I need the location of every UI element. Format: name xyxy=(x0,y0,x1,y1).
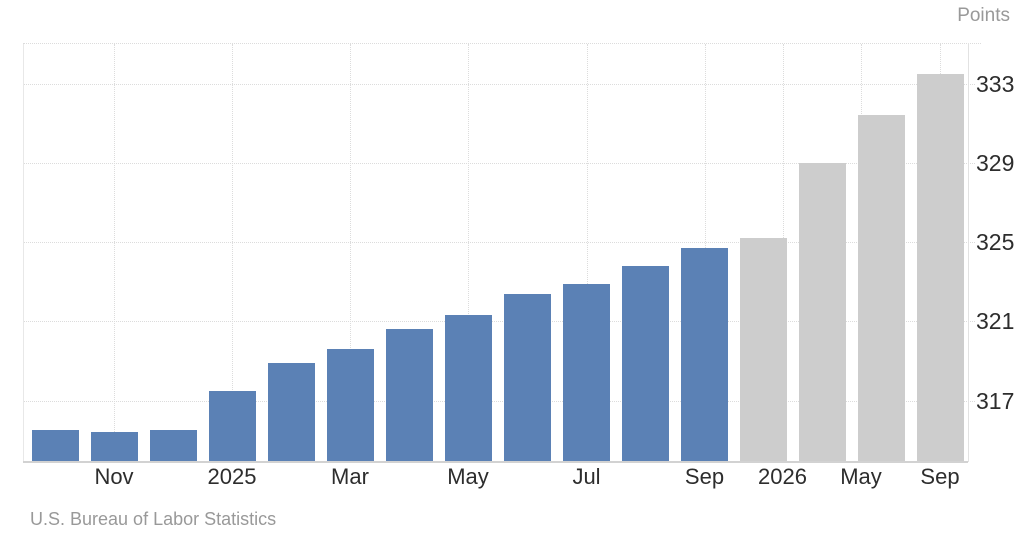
plot-border-right xyxy=(968,43,969,462)
x-tick-label-1-2025: 2025 xyxy=(207,464,257,489)
bar-dec-2024[interactable] xyxy=(149,430,197,461)
y-tick-label-321: 321 xyxy=(976,308,1015,335)
bar-feb-2025[interactable] xyxy=(267,362,315,461)
bar-nov-2024[interactable] xyxy=(90,432,138,461)
plot-border-left xyxy=(23,44,24,462)
x-tick-label-3-may: May xyxy=(447,464,489,489)
v-gridline-4 xyxy=(586,44,588,462)
y-axis-title: Points xyxy=(957,5,1010,26)
x-tick-label-8-sep: Sep xyxy=(920,464,960,489)
bar-sep-2025[interactable] xyxy=(681,248,729,461)
v-gridline-1 xyxy=(232,44,233,462)
x-tick-label-7-may: May xyxy=(840,464,882,489)
x-tick-label-6-2026: 2026 xyxy=(758,464,807,489)
bar-jun-2026[interactable] xyxy=(858,115,906,461)
v-gridline-2 xyxy=(350,44,351,462)
bar-aug-2025[interactable] xyxy=(622,265,670,461)
h-gridline-329 xyxy=(23,162,975,164)
plot-border-top xyxy=(23,43,981,44)
source-attribution: U.S. Bureau of Labor Statistics xyxy=(30,509,277,529)
bar-apr-2025[interactable] xyxy=(386,329,433,461)
bar-oct-2024[interactable] xyxy=(31,430,79,461)
x-tick-label-2-mar: Mar xyxy=(331,464,369,489)
y-tick-label-333: 333 xyxy=(976,70,1015,97)
bar-dec-2025[interactable] xyxy=(740,238,788,461)
v-gridline-0 xyxy=(114,44,115,462)
x-tick-label-0-nov: Nov xyxy=(94,464,134,489)
bar-jan-2025[interactable] xyxy=(208,390,256,461)
bar-sep-2026[interactable] xyxy=(917,73,965,461)
bar-jul-2025[interactable] xyxy=(563,283,611,461)
x-axis-line xyxy=(23,461,968,463)
v-gridline-3 xyxy=(468,44,469,462)
h-gridline-317 xyxy=(23,400,975,402)
h-gridline-325 xyxy=(23,242,975,244)
y-tick-label-317: 317 xyxy=(976,387,1015,414)
h-gridline-333 xyxy=(23,83,975,85)
bar-mar-2026[interactable] xyxy=(799,162,847,461)
y-tick-label-325: 325 xyxy=(976,229,1015,256)
bar-mar-2025[interactable] xyxy=(326,349,374,461)
h-gridline-321 xyxy=(23,321,975,323)
bar-jun-2025[interactable] xyxy=(504,293,552,461)
x-tick-label-5-sep: Sep xyxy=(684,464,725,489)
y-tick-label-329: 329 xyxy=(976,149,1015,176)
bar-may-2025[interactable] xyxy=(445,315,493,461)
x-tick-label-4-jul: Jul xyxy=(572,464,601,489)
